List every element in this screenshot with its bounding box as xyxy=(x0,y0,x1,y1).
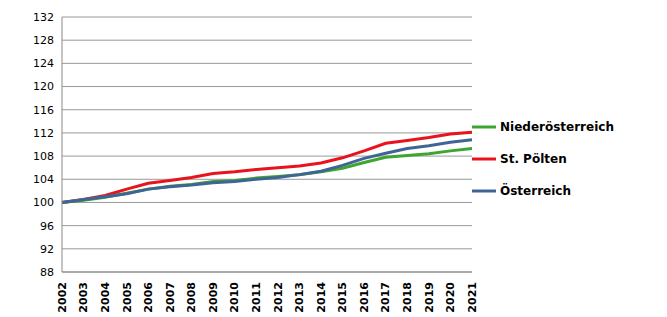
html-text:Niederösterreich: Niederösterreich xyxy=(500,119,614,134)
svg-text:128: 128 xyxy=(33,34,54,47)
svg-text:100: 100 xyxy=(33,196,54,209)
html-text:St. Pölten: St. Pölten xyxy=(500,151,567,166)
svg-text:2015: 2015 xyxy=(336,282,349,313)
svg-text:2007: 2007 xyxy=(164,282,177,313)
svg-text:96: 96 xyxy=(40,220,54,233)
svg-text:2011: 2011 xyxy=(250,282,263,313)
svg-text:2005: 2005 xyxy=(121,282,134,313)
html-text:Österreich: Österreich xyxy=(500,183,571,198)
svg-text:2016: 2016 xyxy=(358,282,371,313)
svg-text:132: 132 xyxy=(33,11,54,24)
svg-text:120: 120 xyxy=(33,80,54,93)
svg-text:2017: 2017 xyxy=(379,282,392,313)
svg-text:124: 124 xyxy=(33,57,54,70)
svg-text:2006: 2006 xyxy=(142,282,155,313)
svg-text:2018: 2018 xyxy=(401,282,414,313)
svg-text:116: 116 xyxy=(33,104,54,117)
svg-text:2021: 2021 xyxy=(466,282,479,313)
svg-text:2013: 2013 xyxy=(293,282,306,313)
svg-text:2003: 2003 xyxy=(77,282,90,313)
svg-text:104: 104 xyxy=(33,173,54,186)
svg-text:2020: 2020 xyxy=(444,282,457,313)
svg-text:2010: 2010 xyxy=(228,282,241,313)
svg-text:2002: 2002 xyxy=(56,282,69,313)
svg-text:112: 112 xyxy=(33,127,54,140)
svg-text:108: 108 xyxy=(33,150,54,163)
svg-text:88: 88 xyxy=(40,266,54,279)
svg-text:2008: 2008 xyxy=(185,282,198,313)
svg-text:2014: 2014 xyxy=(315,282,328,313)
svg-text:2012: 2012 xyxy=(272,282,285,313)
svg-text:2019: 2019 xyxy=(423,282,436,313)
svg-text:92: 92 xyxy=(40,243,54,256)
svg-text:2004: 2004 xyxy=(99,282,112,313)
svg-text:2009: 2009 xyxy=(207,282,220,313)
